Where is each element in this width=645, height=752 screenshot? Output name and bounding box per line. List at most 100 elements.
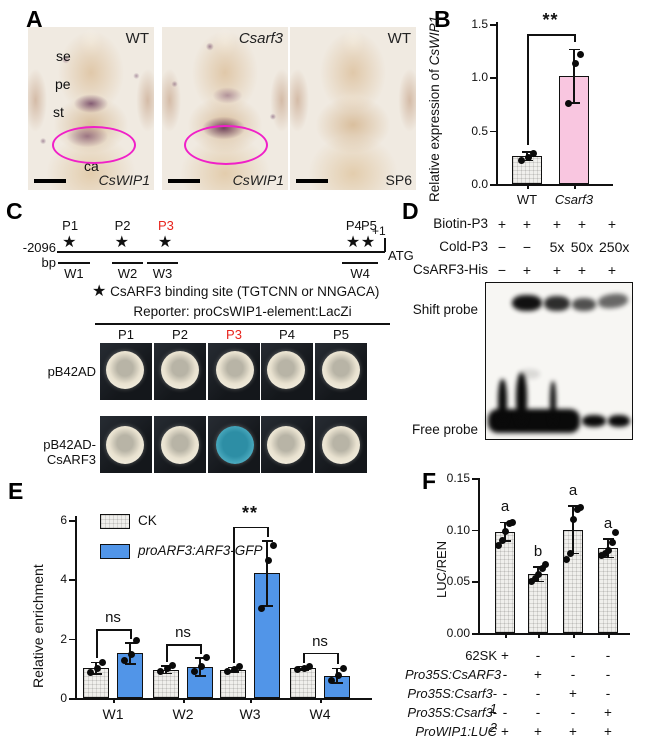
spot-row-label: pB42AD-CsARF3 [43, 437, 96, 467]
y-axis [75, 516, 77, 700]
binding-site-star-icon: ★ [345, 234, 361, 251]
panel-e-label: E [8, 478, 24, 504]
x-tick-mark [574, 184, 576, 189]
data-point [527, 577, 535, 585]
data-point [93, 664, 101, 672]
error-bar-cap [568, 48, 580, 51]
yeast-plate-cell [315, 343, 367, 400]
legend-label-ck: CK [138, 513, 157, 528]
matrix-value: - [502, 705, 508, 720]
free-probe-streak [550, 381, 556, 425]
yeast-plate-cell [208, 416, 260, 473]
condition-value: 50x [570, 239, 594, 255]
site-label: P2 [114, 218, 131, 233]
sig-bracket-leg [527, 34, 529, 145]
yeast-spot [106, 426, 144, 464]
matrix-value: + [569, 686, 577, 701]
free-probe-streak [516, 373, 527, 425]
chip-region-label: W2 [117, 266, 138, 281]
error-bar-cap [602, 556, 614, 559]
spot-column-label: P1 [118, 327, 134, 342]
data-point [305, 663, 313, 671]
condition-value: + [577, 216, 587, 232]
spot-column-label: P3 [226, 327, 242, 342]
chip-region-line [342, 262, 379, 265]
free-probe-streak [498, 379, 507, 425]
panel-d-label: D [402, 198, 419, 224]
x-tick-mark [527, 184, 529, 189]
data-point [127, 651, 135, 659]
sig-bracket [303, 652, 337, 655]
spot-column-label: P5 [333, 327, 349, 342]
sig-bracket-leg [574, 34, 576, 42]
mark-se: se [56, 48, 71, 64]
reporter-underline [95, 323, 390, 325]
panel-e-chart: Relative enrichment 0 2 4 6 W1 ns W2 ns W3 ** W4 ns… [30, 486, 400, 736]
data-point [269, 541, 277, 549]
matrix-row-label: Pro35S:Csarf3-2 [407, 705, 497, 735]
yeast-plate-cell [100, 343, 152, 400]
error-bar-cap [499, 521, 511, 524]
y-tick-mark [69, 579, 75, 581]
sig-bracket-leg [337, 652, 339, 665]
data-point [230, 666, 238, 674]
y-tick-label: 1.0 [471, 70, 488, 85]
promoter-line [57, 251, 385, 254]
error-bar-cap [532, 580, 544, 583]
stat-letter: b [533, 542, 543, 560]
data-point [604, 546, 612, 554]
matrix-value: - [535, 686, 541, 701]
x-category-label: W2 [172, 706, 194, 722]
condition-row-label: Biotin-P3 [433, 216, 488, 231]
condition-value: + [607, 216, 617, 232]
error-bar [266, 540, 268, 606]
sig-label: ns [312, 632, 328, 650]
sig-bracket-leg [200, 643, 202, 654]
x-tick-mark [250, 698, 252, 703]
shift-band [597, 292, 629, 310]
chip-region-line [57, 262, 90, 265]
scale-bar [168, 179, 200, 183]
bar [290, 668, 316, 698]
free-probe-band [608, 415, 630, 427]
probe-label: CsWIP1 [98, 172, 150, 188]
chip-region-label: W3 [152, 266, 173, 281]
chip-region-line [112, 262, 143, 265]
data-point [534, 570, 542, 578]
site-label: P3 [157, 218, 174, 233]
panel-f-chart: LUC/REN 0.00 0.05 0.10 0.15 a b a a 62SK + - - - Pro3… [405, 465, 645, 752]
matrix-value: - [605, 686, 611, 701]
matrix-row-label: Pro35S:Csarf3-1 [407, 686, 497, 716]
x-tick-mark [608, 633, 610, 638]
matrix-value: - [535, 648, 541, 663]
data-point [257, 605, 265, 613]
data-point [300, 664, 308, 672]
x-axis [496, 184, 613, 186]
matrix-value: + [604, 705, 612, 720]
matrix-value: + [501, 648, 509, 663]
data-point [564, 100, 572, 108]
stat-letter: a [500, 498, 510, 516]
data-point [601, 549, 609, 557]
binding-site-star-icon: ★ [360, 234, 376, 251]
data-point [223, 667, 231, 675]
legend-swatch-gfp [100, 544, 130, 559]
y-tick-label: 0.0 [471, 177, 488, 191]
binding-site-star-icon: ★ [157, 234, 173, 251]
matrix-row-label: ProWIP1:LUC [415, 724, 497, 739]
binding-site-star-icon: ★ [62, 234, 77, 251]
y-tick-label: 0.5 [471, 123, 488, 138]
error-bar-cap [261, 605, 273, 607]
error-bar-cap [567, 505, 579, 507]
binding-site-legend: ★ CsARF3 binding site (TGTCNN or NNGACA) [92, 283, 380, 300]
matrix-value: - [570, 667, 576, 682]
error-bar-cap [124, 663, 136, 665]
data-point [571, 59, 579, 67]
y-tick-mark [472, 633, 478, 635]
bar [495, 531, 515, 633]
condition-row-label: CsARF3-His [412, 262, 488, 277]
yeast-plate-cell [261, 416, 313, 473]
error-bar [573, 49, 575, 103]
yeast-spot [267, 426, 305, 464]
panel-d: Biotin-P3 + + + + + Cold-P3− −5x 50x 250x CsARF3-H… [400, 200, 645, 455]
